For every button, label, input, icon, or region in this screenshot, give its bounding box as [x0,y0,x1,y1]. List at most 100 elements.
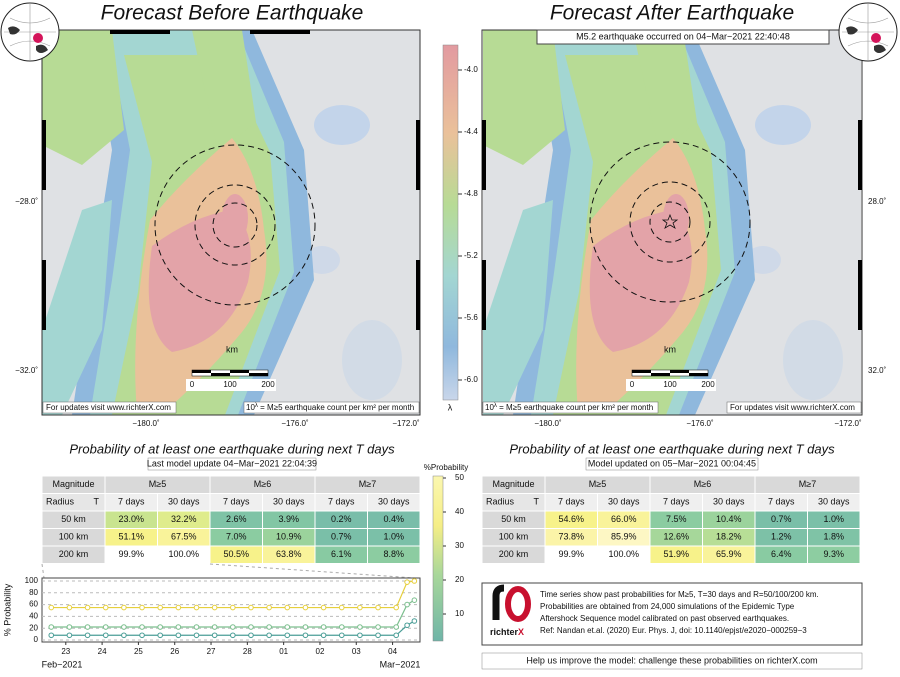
map-terrain [483,30,861,415]
series-point [357,624,363,630]
scale-tick: 100 [663,380,677,389]
table-value: 0.7% [771,514,792,524]
series-point [48,624,55,630]
footer-legend: 10λ = M≥5 earthquake count per km² per m… [485,403,653,413]
colorbar-tick-label: 20 [455,575,464,584]
series-point [284,604,291,611]
table-value: 10.9% [276,532,302,542]
table-value: 1.2% [771,532,792,542]
series-point [338,632,345,639]
footer-exponent: λ [255,403,258,409]
footer-box [482,401,659,414]
series-point [230,624,236,630]
globe-icon [838,2,898,62]
series-point [404,601,410,608]
series-point [230,604,236,611]
footer-text: = M≥5 earthquake count per km² per month [497,403,653,412]
x-tick-label: 24 [98,647,107,656]
colorbar-ticks: 50 40 30 20 10 [443,473,464,618]
colorbar-tick-label: 50 [455,473,464,482]
series-point [121,624,127,630]
x-label: −180.0˚ [132,419,160,428]
y-label: 32.0˚ [868,366,887,375]
table-value: 1.0% [383,532,404,542]
footer-box [726,401,862,414]
table-value: 99.9% [118,549,144,559]
series-point [211,604,218,611]
series-point [139,632,145,639]
x-tick-label: 28 [243,647,252,656]
info-line: Time series show past probabilities for … [540,590,819,599]
table-subheader: 7 days [118,497,145,507]
table-header: M≥6 [254,479,271,489]
scale-unit: km [664,344,676,354]
y-tick-label: 40 [29,612,38,621]
table-subheader: Radius [486,497,515,507]
series-point [175,604,182,611]
table-header: Magnitude [52,479,94,489]
table-value: 54.6% [558,514,584,524]
logo-word: richter [490,627,519,637]
y-tick-label: 80 [29,588,38,597]
table-value: 12.6% [663,532,689,542]
axis-annotation: Mar−2021 [380,659,421,669]
y-label: −32.0˚ [15,366,38,375]
plot-frame [41,577,421,643]
series-point [157,624,163,630]
scale-unit: km [226,344,238,354]
x-tick-label: 03 [352,647,361,656]
colorbar-tick-label: -4.0 [464,65,478,74]
table-value: 8.8% [383,549,404,559]
series-point [266,624,272,630]
series-point [66,624,73,630]
table-subtitle: Last model update 04−Mar−2021 22:04:39 [147,458,317,468]
table-subheader: 30 days [713,497,745,507]
series-point [66,632,73,639]
footer[interactable]: Help us improve the model: challenge the… [526,655,817,665]
axis-annotation: Feb−2021 [42,659,83,669]
series-point [175,632,182,639]
y-label: −28.0˚ [15,197,38,206]
epicenter-star [661,213,679,229]
colorbar [442,44,459,401]
series-point [211,624,218,630]
table-value: 0.2% [331,514,352,524]
logo-accent: X [518,627,524,637]
map-terrain [42,30,420,415]
x-tick-label: 25 [134,647,143,656]
series-line [51,599,415,628]
series-point [404,622,410,629]
table-subtitle: Model updated on 05−Mar−2021 00:04:45 [588,458,756,468]
table-header: M≥6 [694,479,711,489]
series-point [375,624,381,630]
colorbar-tick-label: 30 [455,541,464,550]
series-point [248,632,254,639]
time-series: 0 20 40 60 80 100 23 24 25 26 27 28 01 02 03 04 [25,576,420,656]
series-point [121,604,127,611]
series-point [375,632,381,639]
x-tick-label: 01 [279,647,288,656]
footer-link: For updates visit www.richterX.com [730,403,855,412]
series-point [157,604,163,611]
x-tick-label: 04 [388,647,397,656]
series-point [266,632,272,639]
row-label: 50 km [61,514,86,524]
colorbar-tick-label: -4.4 [464,127,478,136]
colorbar-tick-label: -4.8 [464,189,478,198]
series-point [121,632,127,639]
series-line [51,580,415,609]
table-cell [807,545,861,564]
x-label: −176.0˚ [281,419,309,428]
series-point [320,624,327,630]
table-value: 65.9% [716,549,742,559]
info-line: Ref: Nandan et.al. (2020) Eur. Phys. J, … [540,626,807,635]
table-value: 100.0% [168,549,199,559]
radius-circles [154,144,316,306]
series-point [393,604,400,611]
series-point [139,624,145,630]
series-point [284,632,291,639]
table-subheader: Radius [46,497,75,507]
table-subheader: 30 days [273,497,305,507]
scale-label-box [626,379,716,391]
